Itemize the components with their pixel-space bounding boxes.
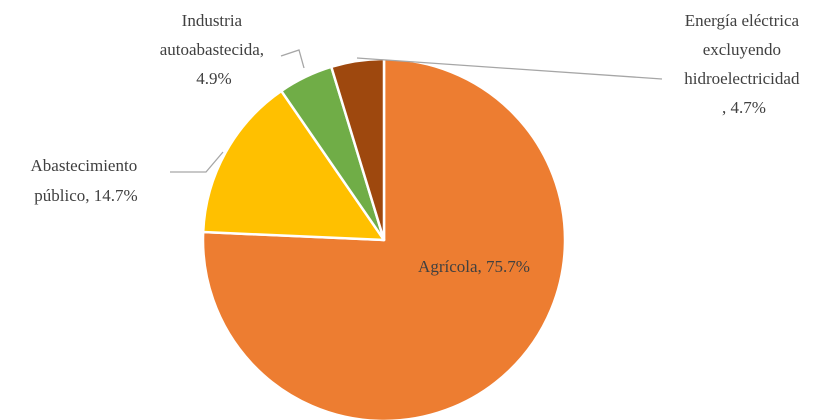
data-label-industria-autoabastecida: Industria autoabastecida, 4.9% xyxy=(160,11,269,88)
pie-slice-energia-electrica-excluyendo-hidroelectricidad xyxy=(330,57,386,242)
leader-line-energia-electrica xyxy=(356,57,663,80)
leader-line-abastecimiento-publico xyxy=(170,151,224,173)
leader-lines xyxy=(170,49,663,173)
pie-slice-abastecimiento-publico xyxy=(201,89,386,242)
pie-slices xyxy=(201,57,567,420)
data-label-abastecimiento-publico: Abastecimiento público, 14.7% xyxy=(31,156,142,205)
data-label-agricola: Agrícola, 75.7% xyxy=(418,257,530,276)
data-label-energia-electrica: Energía eléctrica excluyendo hidroelectr… xyxy=(684,11,803,117)
leader-line-industria-autoabastecida xyxy=(280,49,305,69)
pie-slice-agricola xyxy=(201,57,567,420)
